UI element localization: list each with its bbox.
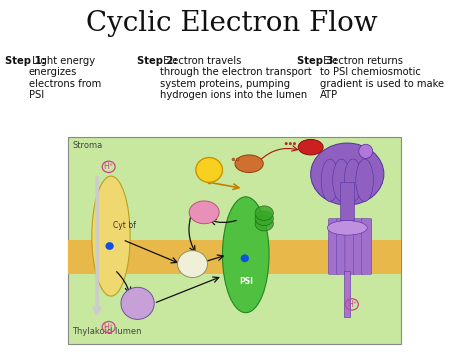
Ellipse shape — [289, 142, 292, 145]
Ellipse shape — [359, 144, 373, 158]
FancyBboxPatch shape — [345, 271, 350, 317]
Text: H⁺: H⁺ — [104, 162, 114, 171]
FancyBboxPatch shape — [353, 219, 364, 274]
Ellipse shape — [222, 197, 269, 313]
Text: PQ: PQ — [187, 260, 198, 268]
Ellipse shape — [235, 155, 263, 173]
Text: ADP: ADP — [241, 161, 257, 167]
Text: PC: PC — [133, 299, 143, 308]
Text: Electron travels
through the electron transport
system proteins, pumping
hydroge: Electron travels through the electron tr… — [160, 55, 312, 100]
FancyBboxPatch shape — [337, 219, 347, 274]
Ellipse shape — [328, 220, 367, 235]
FancyBboxPatch shape — [68, 137, 401, 344]
Ellipse shape — [232, 158, 235, 161]
Ellipse shape — [321, 159, 339, 202]
Ellipse shape — [255, 211, 273, 226]
Ellipse shape — [285, 142, 287, 145]
Ellipse shape — [189, 201, 219, 224]
Ellipse shape — [121, 287, 154, 320]
Ellipse shape — [236, 158, 239, 161]
Ellipse shape — [344, 159, 362, 202]
Text: Step 3:: Step 3: — [297, 55, 337, 66]
Text: Light energy
energizes
electrons from
PSI: Light energy energizes electrons from PS… — [28, 55, 101, 100]
Ellipse shape — [178, 251, 208, 278]
FancyBboxPatch shape — [345, 219, 355, 274]
Ellipse shape — [333, 159, 350, 202]
Ellipse shape — [92, 176, 130, 296]
Text: Cyclic Electron Flow: Cyclic Electron Flow — [86, 10, 378, 37]
FancyBboxPatch shape — [340, 182, 354, 220]
Ellipse shape — [255, 206, 273, 220]
Ellipse shape — [255, 217, 273, 231]
Ellipse shape — [241, 255, 249, 262]
Ellipse shape — [196, 158, 222, 182]
Text: Cyt bf: Cyt bf — [113, 221, 136, 230]
Ellipse shape — [293, 142, 296, 145]
Text: Photon: Photon — [196, 165, 222, 174]
Text: PSI: PSI — [240, 277, 254, 286]
Text: H⁺: H⁺ — [347, 300, 357, 309]
Text: ATP: ATP — [303, 144, 318, 150]
Text: Step 1:: Step 1: — [5, 55, 46, 66]
FancyBboxPatch shape — [68, 240, 401, 274]
Text: H⁺: H⁺ — [104, 323, 114, 332]
Text: Stroma: Stroma — [73, 141, 102, 150]
Ellipse shape — [310, 143, 384, 205]
Ellipse shape — [105, 242, 114, 250]
FancyBboxPatch shape — [362, 219, 372, 274]
FancyBboxPatch shape — [328, 219, 338, 274]
Text: Step 2:: Step 2: — [137, 55, 178, 66]
Text: Thylakoid lumen: Thylakoid lumen — [73, 327, 142, 336]
Ellipse shape — [356, 159, 374, 202]
Text: Electron returns
to PSI chemiosmotic
gradient is used to make
ATP: Electron returns to PSI chemiosmotic gra… — [320, 55, 444, 100]
Ellipse shape — [298, 140, 323, 155]
Text: Fd: Fd — [200, 208, 209, 217]
